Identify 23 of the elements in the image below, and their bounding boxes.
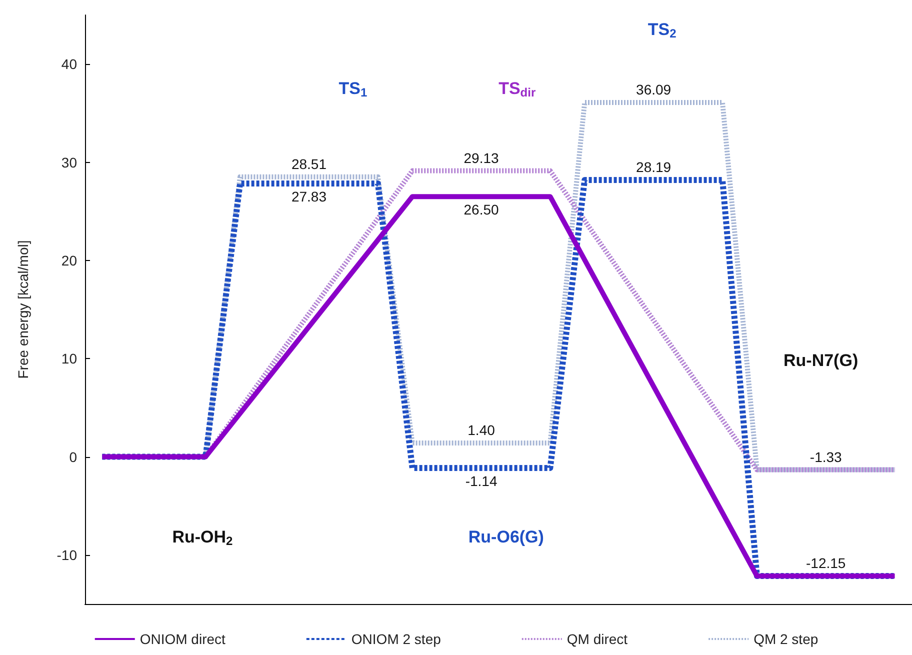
- y-tick-label: -10: [56, 546, 78, 563]
- annotation: Ru-N7(G): [783, 350, 858, 370]
- data-label: -1.33: [810, 448, 842, 465]
- data-label: 28.51: [291, 156, 327, 172]
- y-tick-label: 0: [69, 448, 78, 465]
- data-label: 28.19: [636, 159, 672, 176]
- annotation: Ru-O6(G): [468, 528, 544, 547]
- y-tick-label: 30: [61, 154, 78, 170]
- legend-label: ONIOM direct: [140, 631, 226, 647]
- data-label: 27.83: [291, 188, 327, 205]
- legend-label: QM 2 step: [754, 631, 818, 647]
- legend-label: ONIOM 2 step: [351, 631, 442, 647]
- data-label: -1.14: [465, 472, 498, 489]
- y-tick-label: 10: [61, 350, 78, 367]
- data-label: 36.09: [636, 81, 672, 98]
- y-axis-title: Free energy [kcal/mol]: [15, 240, 31, 379]
- y-tick-label: 40: [61, 56, 78, 72]
- data-label: 29.13: [464, 150, 499, 166]
- data-label: 1.40: [468, 422, 496, 438]
- data-label: 26.50: [464, 202, 499, 218]
- data-label: -12.15: [806, 555, 846, 572]
- legend-label: QM direct: [566, 631, 628, 647]
- y-tick-label: 20: [61, 252, 78, 268]
